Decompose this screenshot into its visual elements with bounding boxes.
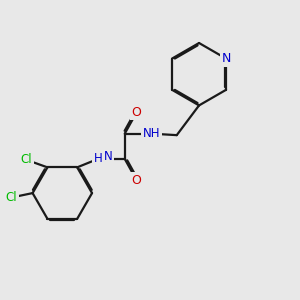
Text: O: O [132,174,142,187]
Text: Cl: Cl [21,153,32,167]
Text: H: H [94,152,102,165]
Text: Cl: Cl [5,191,17,204]
Text: N: N [104,150,113,163]
Text: O: O [132,106,142,119]
Text: N: N [221,52,231,65]
Text: NH: NH [143,127,160,140]
